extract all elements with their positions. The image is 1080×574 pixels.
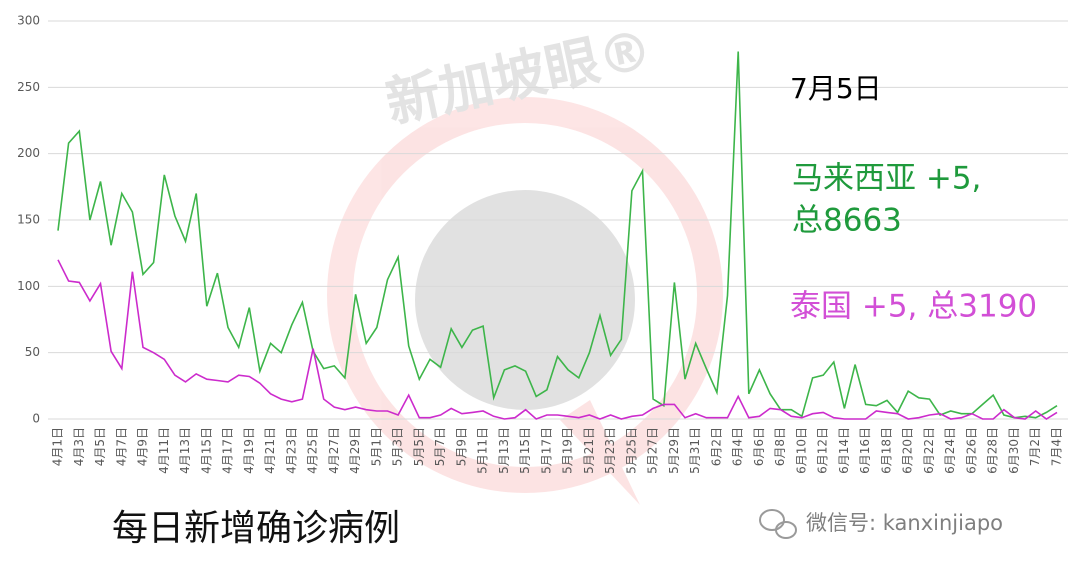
annotation: 7月5日 <box>790 72 882 105</box>
x-tick-label: 4月21日 <box>263 427 277 474</box>
series-line <box>57 259 1058 420</box>
x-tick-label: 6月28日 <box>986 427 1000 474</box>
x-tick-label: 5月27日 <box>646 427 660 474</box>
x-tick-label: 6月14日 <box>837 427 851 474</box>
y-tick-label: 50 <box>25 345 40 359</box>
x-tick-label: 4月9日 <box>136 427 150 466</box>
x-tick-label: 4月19日 <box>242 427 256 474</box>
y-tick-label: 0 <box>32 412 40 426</box>
x-tick-label: 5月29日 <box>667 427 681 474</box>
x-tick-label: 6月8日 <box>773 427 787 466</box>
watermark-logo <box>327 97 723 505</box>
x-tick-label: 6月6日 <box>752 427 766 466</box>
x-tick-label: 6月24日 <box>943 427 957 474</box>
credit: 微信号: kanxinjiapo <box>806 511 1003 535</box>
x-tick-label: 6月2日 <box>709 427 723 466</box>
x-tick-label: 6月18日 <box>879 427 893 474</box>
x-tick-label: 4月23日 <box>284 427 298 474</box>
x-tick-label: 4月1日 <box>51 427 65 466</box>
y-tick-label: 300 <box>17 14 40 28</box>
x-tick-label: 5月31日 <box>688 427 702 474</box>
chart-title: 每日新增确诊病例 <box>112 508 400 549</box>
annotation: 马来西亚 +5, <box>792 161 981 197</box>
x-tick-label: 5月13日 <box>497 427 511 474</box>
x-tick-label: 4月25日 <box>306 427 320 474</box>
series-line <box>57 51 1058 419</box>
x-tick-label: 4月11日 <box>157 427 171 474</box>
x-tick-label: 6月4日 <box>731 427 745 466</box>
x-tick-label: 5月3日 <box>391 427 405 466</box>
x-tick-label: 7月2日 <box>1028 427 1042 466</box>
annotation: 泰国 +5, 总3190 <box>790 289 1037 325</box>
x-tick-label: 6月12日 <box>816 427 830 474</box>
x-tick-label: 4月5日 <box>93 427 107 466</box>
x-tick-label: 4月27日 <box>327 427 341 474</box>
x-tick-label: 5月11日 <box>476 427 490 474</box>
x-tick-label: 5月9日 <box>454 427 468 466</box>
x-tick-label: 5月21日 <box>582 427 596 474</box>
x-tick-label: 4月29日 <box>348 427 362 474</box>
x-tick-label: 4月15日 <box>199 427 213 474</box>
x-tick-label: 4月7日 <box>114 427 128 466</box>
x-tick-label: 6月26日 <box>964 427 978 474</box>
y-tick-label: 150 <box>17 213 40 227</box>
x-tick-label: 4月13日 <box>178 427 192 474</box>
x-tick-label: 5月23日 <box>603 427 617 474</box>
x-tick-label: 6月30日 <box>1007 427 1021 474</box>
y-tick-label: 250 <box>17 80 40 94</box>
y-tick-label: 100 <box>17 279 40 293</box>
x-tick-label: 5月17日 <box>539 427 553 474</box>
wechat-icon <box>759 509 797 539</box>
y-tick-label: 200 <box>17 146 40 160</box>
x-tick-label: 5月19日 <box>561 427 575 474</box>
x-tick-label: 5月15日 <box>518 427 532 474</box>
x-tick-label: 4月3日 <box>72 427 86 466</box>
x-tick-label: 7月4日 <box>1050 427 1064 466</box>
x-tick-label: 6月16日 <box>858 427 872 474</box>
x-tick-label: 6月22日 <box>922 427 936 474</box>
x-tick-label: 5月1日 <box>369 427 383 466</box>
x-tick-label: 6月20日 <box>901 427 915 474</box>
annotation: 总8663 <box>792 203 902 239</box>
x-tick-label: 4月17日 <box>221 427 235 474</box>
x-tick-label: 6月10日 <box>794 427 808 474</box>
x-tick-label: 5月25日 <box>624 427 638 474</box>
x-tick-label: 5月5日 <box>412 427 426 466</box>
x-tick-label: 5月7日 <box>433 427 447 466</box>
